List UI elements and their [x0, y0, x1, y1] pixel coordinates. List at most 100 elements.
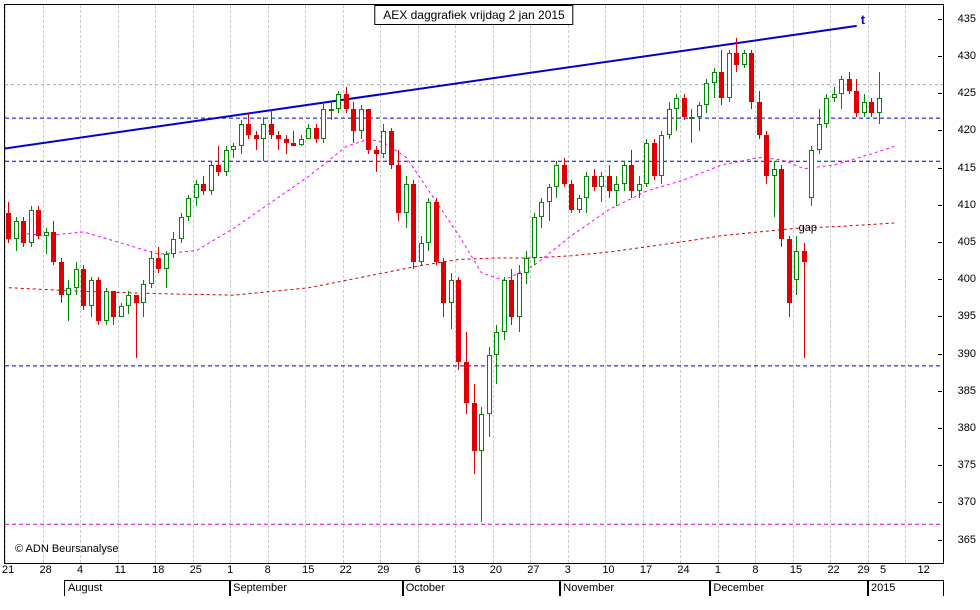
candle-body [674, 98, 679, 109]
candle-body [186, 198, 191, 217]
candle-body [231, 146, 236, 150]
candle-body [697, 105, 702, 116]
y-tick-label: 430 [958, 50, 976, 62]
candle-body [862, 102, 867, 113]
candle-body [374, 150, 379, 154]
candle-body [306, 128, 311, 139]
x-month-label: September [233, 582, 287, 594]
candle-body [877, 98, 882, 113]
candle-body [599, 176, 604, 187]
y-tick-label: 405 [958, 236, 976, 248]
candle-body [719, 72, 724, 98]
x-tick-label: 22 [340, 564, 352, 576]
candle-body [426, 202, 431, 243]
candle-body [291, 143, 296, 145]
candle-body [614, 184, 619, 191]
candle-body [584, 176, 589, 198]
candle-wick [136, 295, 137, 358]
candle-body [569, 184, 574, 210]
candle-body [532, 217, 537, 258]
candle-body [547, 187, 552, 202]
plot-area: AEX daggrafiek vrijdag 2 jan 2015 © ADN … [4, 4, 944, 564]
x-tick-label: 1 [715, 564, 721, 576]
candle-body [749, 53, 754, 101]
x-tick-label: 8 [752, 564, 758, 576]
candle-body [21, 221, 26, 243]
candle-body [644, 143, 649, 184]
x-month-label: October [406, 582, 445, 594]
candle-body [794, 251, 799, 281]
x-tick-label: 4 [77, 564, 83, 576]
candle-body [817, 124, 822, 150]
candle-body [74, 269, 79, 288]
candle-body [104, 291, 109, 321]
candle-body [171, 239, 176, 254]
candlestick-chart: AEX daggrafiek vrijdag 2 jan 2015 © ADN … [0, 0, 980, 610]
candle-body [314, 128, 319, 139]
x-tick-label: 18 [152, 564, 164, 576]
y-tick-label: 385 [958, 385, 976, 397]
candle-body [637, 184, 642, 191]
candle-body [622, 165, 627, 184]
candle-body [96, 280, 101, 321]
candle-body [29, 210, 34, 243]
candle-body [779, 169, 784, 240]
candle-body [456, 280, 461, 362]
x-tick-label: 29 [857, 564, 869, 576]
candle-body [6, 213, 11, 239]
candle-body [216, 165, 221, 172]
candle-body [517, 273, 522, 318]
x-month-label: December [713, 582, 764, 594]
x-tick-label: 5 [880, 564, 886, 576]
candle-body [321, 109, 326, 139]
x-tick-label: 12 [917, 564, 929, 576]
y-tick-label: 410 [958, 199, 976, 211]
candle-body [494, 332, 499, 354]
candle-body [869, 102, 874, 113]
candle-body [704, 83, 709, 105]
candle-body [381, 131, 386, 153]
candle-body [66, 288, 71, 295]
candle-body [179, 217, 184, 239]
candle-body [629, 165, 634, 191]
candle-body [727, 53, 732, 98]
candle-body [149, 258, 154, 284]
candle-body [562, 165, 567, 184]
candle-body [336, 94, 341, 109]
x-month-label: 2015 [871, 582, 895, 594]
x-tick-label: 8 [265, 564, 271, 576]
candle-body [712, 72, 717, 83]
candle-body [224, 150, 229, 172]
trendline-label: t [861, 12, 865, 27]
x-month-label: August [68, 582, 102, 594]
x-tick-label: 27 [527, 564, 539, 576]
candle-body [652, 143, 657, 176]
candle-body [787, 239, 792, 302]
candle-body [44, 232, 49, 236]
x-tick-label: 3 [565, 564, 571, 576]
candle-body [509, 280, 514, 317]
candle-body [359, 109, 364, 131]
candle-body [156, 258, 161, 269]
candle-body [111, 291, 116, 317]
candle-body [592, 176, 597, 187]
candle-body [261, 124, 266, 139]
x-tick-label: 20 [490, 564, 502, 576]
x-tick-label: 28 [40, 564, 52, 576]
x-axis: 2128411182518152229613202731017241815222… [4, 562, 942, 610]
candle-body [59, 262, 64, 295]
x-tick-label: 13 [452, 564, 464, 576]
candle-wick [691, 109, 692, 142]
x-tick-label: 6 [415, 564, 421, 576]
candle-body [802, 251, 807, 262]
y-tick-label: 415 [958, 162, 976, 174]
candle-body [839, 79, 844, 94]
x-tick-label: 15 [302, 564, 314, 576]
candle-body [51, 232, 56, 262]
candle-body [689, 117, 694, 119]
x-tick-label: 10 [602, 564, 614, 576]
y-tick-label: 395 [958, 310, 976, 322]
y-tick-label: 420 [958, 124, 976, 136]
candle-body [764, 135, 769, 176]
x-tick-label: 15 [790, 564, 802, 576]
